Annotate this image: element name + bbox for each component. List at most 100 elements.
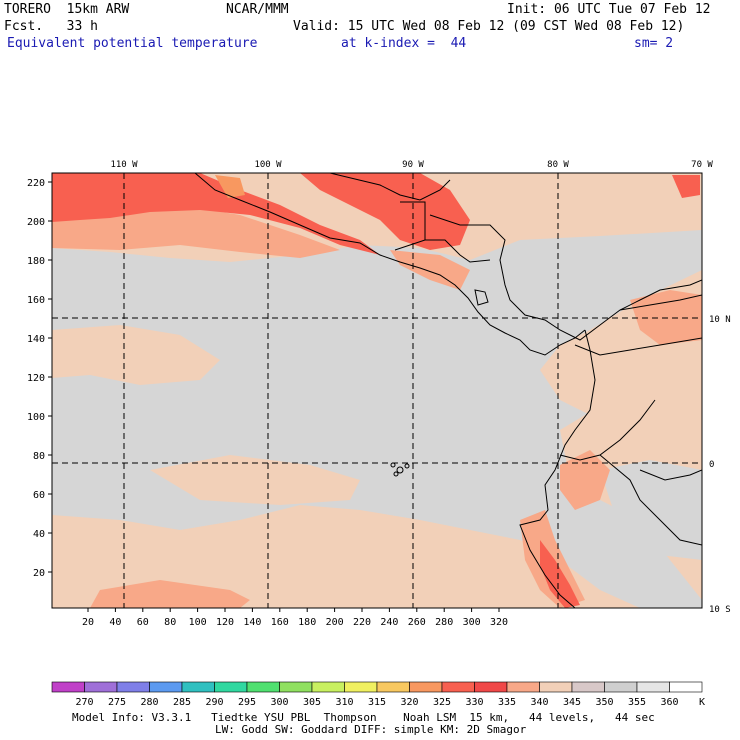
ecuador-border [559,399,656,461]
galapagos-island [404,463,410,469]
colorbar-label: 335 [498,697,516,708]
x-tick-label: 60 [137,617,149,628]
gulf-coastline [329,173,451,201]
colorbar-label: 275 [108,697,126,708]
colorbar-swatch [506,681,540,693]
colorbar-label: 345 [563,697,581,708]
colorbar-label: 350 [595,697,613,708]
level-index: at k-index = 44 [341,36,467,51]
colorbar-unit: K [699,697,705,708]
y-tick-label: 40 [33,529,45,540]
colorbar-label: 325 [433,697,451,708]
colorbar-label: 285 [173,697,191,708]
field-340-patch [52,325,220,385]
x-tick-label: 280 [435,617,453,628]
model-name: TORERO 15km ARW [4,2,130,17]
central-america-border [425,239,491,263]
colorbar-label: 300 [270,697,288,708]
x-tick-label: 80 [164,617,176,628]
x-tick-label: 260 [408,617,426,628]
colorbar-swatch [311,681,345,693]
x-tick-label: 160 [271,617,289,628]
x-tick-label: 300 [463,617,481,628]
lon-label: 100 W [254,160,282,170]
colorbar-swatch [474,681,508,693]
temperature-field [52,173,702,608]
longitude-labels: 110 W 100 W 90 W 80 W 70 W [110,160,713,170]
colorbar-swatch [604,681,638,693]
y-tick-label: 200 [27,217,45,228]
peru-border [599,454,702,546]
model-info-line2: LW: Godd SW: Goddard DIFF: simple KM: 2D… [215,723,527,736]
colorbar-label: 355 [628,697,646,708]
galapagos-island [396,466,404,474]
colorbar-label: 310 [335,697,353,708]
y-tick-label: 100 [27,412,45,423]
colorbar: 270 275 280 285 290 295 300 305 310 315 320 325 330 3… [51,681,703,708]
colorbar-swatch [669,681,703,693]
init-time: Init: 06 UTC Tue 07 Feb 12 [507,2,711,17]
map-frame [51,172,703,609]
field-name: Equivalent potential temperature [7,36,258,51]
valid-time: Valid: 15 UTC Wed 08 Feb 12 (09 CST Wed … [293,19,685,34]
field-330-region [672,175,700,198]
x-axis: 20 40 60 80 100 120 140 160 180 200 220 240 260 280 30… [82,608,508,628]
colorbar-swatch [116,681,150,693]
colombia-border [574,337,702,356]
colorbar-swatch [539,681,573,693]
y-tick-label: 160 [27,295,45,306]
x-tick-label: 120 [216,617,234,628]
y-tick-label: 20 [33,568,45,579]
caribbean-coast [429,214,702,341]
colorbar-label: 280 [140,697,158,708]
field-330-region [300,173,470,250]
x-tick-label: 100 [189,617,207,628]
brazil-border [639,469,702,481]
lat-label: 10 N [709,315,731,325]
y-axis: 20 40 60 80 100 120 140 160 180 200 220 [27,178,52,579]
mexico-coastline [194,173,586,356]
y-tick-label: 80 [33,451,45,462]
colorbar-swatch [246,681,280,693]
y-tick-label: 220 [27,178,45,189]
lon-label: 110 W [110,160,138,170]
field-325-region [215,175,245,198]
venezuela-coast [619,294,702,311]
colorbar-swatch [84,681,118,693]
lon-label: 90 W [402,160,424,170]
colorbar-swatch [51,681,85,693]
south-america-coast [519,329,596,608]
colorbar-swatch [571,681,605,693]
lat-lon-grid [52,173,702,608]
colorbar-label: 330 [465,697,483,708]
forecast-hour: Fcst. 33 h [4,19,98,34]
colorbar-swatch [344,681,378,693]
colorbar-label: 270 [75,697,93,708]
colorbar-label: 320 [400,697,418,708]
x-tick-label: 200 [326,617,344,628]
colorbar-swatch [149,681,183,693]
colorbar-swatch [441,681,475,693]
colorbar-label: 290 [205,697,223,708]
y-tick-label: 60 [33,490,45,501]
x-tick-label: 180 [298,617,316,628]
x-tick-label: 140 [243,617,261,628]
field-345-region [600,460,702,560]
lat-label: 10 S [709,605,731,615]
colorbar-swatch [279,681,313,693]
y-tick-label: 180 [27,256,45,267]
smoothing: sm= 2 [634,36,674,51]
x-tick-label: 40 [109,617,121,628]
lon-label: 80 W [547,160,569,170]
x-tick-label: 220 [353,617,371,628]
galapagos-island [393,471,399,477]
coastlines [194,173,702,608]
colorbar-label: 315 [368,697,386,708]
latitude-labels: 10 N 0 10 S [709,315,731,615]
field-335-region [90,580,250,608]
field-335-region [390,250,470,290]
y-tick-label: 140 [27,334,45,345]
y-tick-label: 120 [27,373,45,384]
model-info-line1: Model Info: V3.3.1 Tiedtke YSU PBL Thomp… [72,711,655,724]
